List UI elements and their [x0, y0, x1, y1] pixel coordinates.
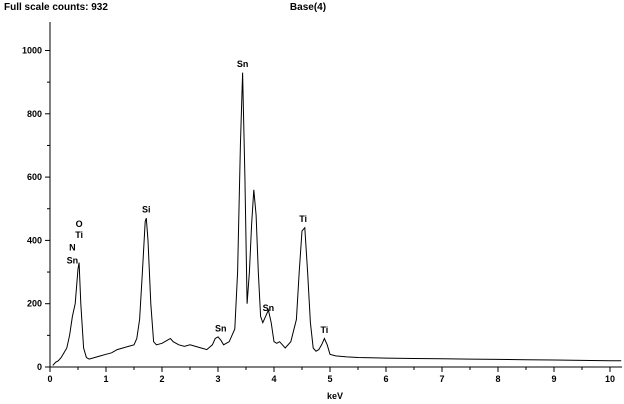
peak-label: Ti — [75, 230, 83, 240]
peak-label: Sn — [263, 303, 275, 313]
y-tick-label: 800 — [27, 109, 42, 119]
y-tick-label: 1000 — [22, 45, 42, 55]
x-tick-label: 3 — [215, 374, 220, 384]
full-scale-counts-label: Full scale counts: 932 — [4, 2, 108, 13]
peak-label: O — [76, 219, 83, 229]
x-tick-label: 9 — [551, 374, 556, 384]
peak-label: Sn — [67, 255, 79, 265]
y-tick-label: 0 — [37, 362, 42, 372]
x-tick-label: 1 — [103, 374, 108, 384]
peak-label: N — [69, 243, 76, 253]
x-tick-label: 6 — [383, 374, 388, 384]
x-tick-label: 7 — [439, 374, 444, 384]
x-axis-title: keV — [327, 391, 343, 401]
x-tick-label: 0 — [47, 374, 52, 384]
peak-label: Sn — [215, 323, 227, 333]
x-tick-label: 2 — [159, 374, 164, 384]
peak-label: Si — [142, 205, 151, 215]
y-tick-label: 400 — [27, 235, 42, 245]
x-tick-label: 8 — [495, 374, 500, 384]
y-tick-label: 200 — [27, 299, 42, 309]
y-tick-label: 600 — [27, 172, 42, 182]
chart-axes: 0 1 2 3 4 5 6 7 8 9 10 0 200 400 600 800 1000 — [22, 22, 622, 384]
spectrum-series — [52, 72, 622, 366]
x-tick-label: 5 — [327, 374, 332, 384]
x-tick-label: 4 — [271, 374, 276, 384]
x-tick-label: 10 — [605, 374, 615, 384]
sample-name-label: Base(4) — [290, 2, 326, 13]
spectrum-line — [52, 72, 622, 366]
peak-label: Sn — [237, 59, 249, 69]
peak-label: Ti — [299, 214, 307, 224]
peak-label: Ti — [320, 325, 328, 335]
